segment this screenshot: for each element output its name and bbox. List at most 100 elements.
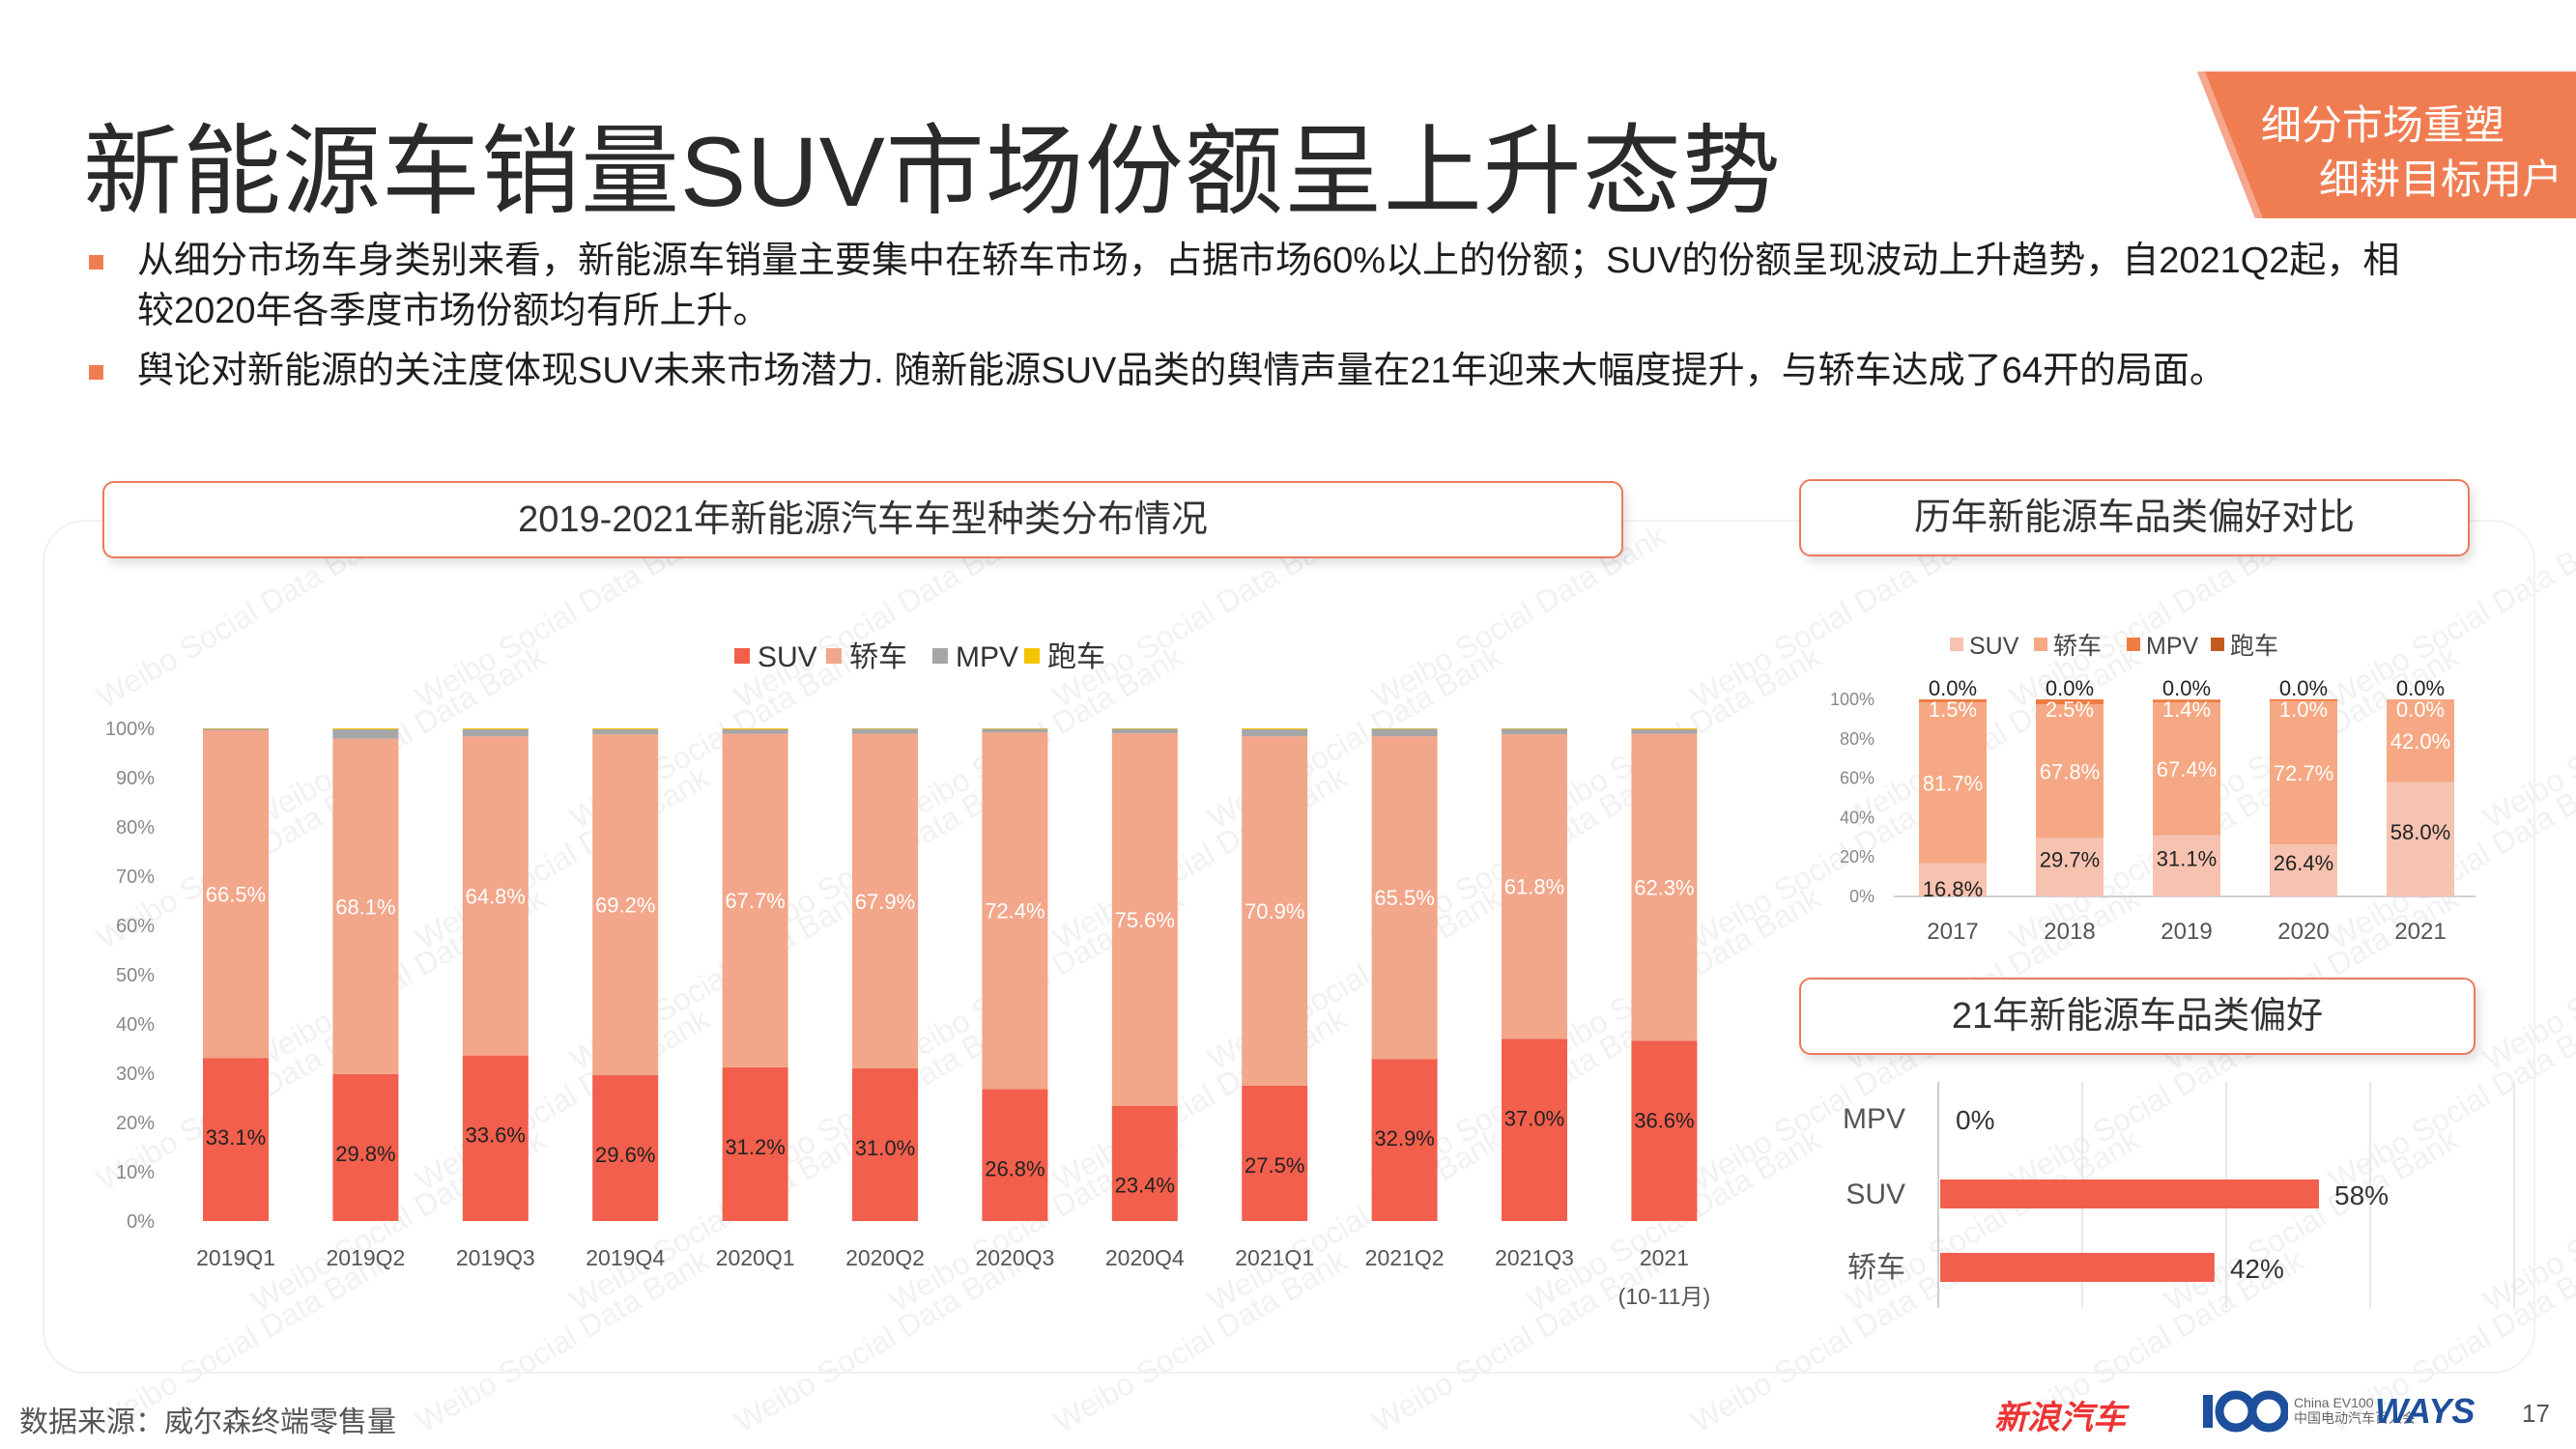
x-tick-label: 2017 xyxy=(1927,919,1978,945)
y-tick-label: 40% xyxy=(1840,808,1875,827)
bar-mpv xyxy=(2153,699,2220,703)
bullet-text: 从细分市场车身类别来看，新能源车销量主要集中在轿车市场，占据市场60%以上的份额… xyxy=(137,241,2400,331)
bar-mpv xyxy=(332,729,399,739)
bar-mpv xyxy=(2270,698,2337,701)
legend-label: MPV xyxy=(2146,633,2199,660)
chart1-title: 2019-2021年新能源汽车车型种类分布情况 xyxy=(102,481,1623,558)
x-tick-label: 2020Q3 xyxy=(975,1245,1054,1270)
legend-swatch-suv xyxy=(734,648,750,664)
x-tick-label: 2019Q4 xyxy=(586,1245,665,1270)
data-label-sports: 0.0% xyxy=(2396,676,2445,700)
bar-sports xyxy=(592,728,659,730)
x-tick-label: 2021 xyxy=(1640,1245,1689,1270)
y-tick-label: 60% xyxy=(1840,769,1875,788)
x-tick-label: 2019 xyxy=(2161,919,2212,945)
bar-sedan xyxy=(1502,734,1567,1039)
bar-mpv xyxy=(1631,729,1698,734)
data-label-suv: 26.8% xyxy=(985,1156,1045,1180)
legend-swatch-mpv xyxy=(2127,638,2140,651)
bar-sports xyxy=(1502,728,1567,729)
data-label-suv: 29.8% xyxy=(335,1142,395,1166)
x-tick-label: 2018 xyxy=(2044,919,2095,945)
bar-suv xyxy=(2387,781,2454,896)
bar-suv xyxy=(2153,835,2220,896)
bar-sedan xyxy=(2036,704,2104,838)
bar-suv xyxy=(1919,863,1987,896)
corner-tag-line1: 细分市场重塑 xyxy=(2261,102,2505,148)
data-label-suv: 37.0% xyxy=(1504,1106,1564,1130)
data-label-sedan: 72.7% xyxy=(2274,761,2333,785)
data-label-suv: 16.8% xyxy=(1923,877,1983,901)
legend-label: SUV xyxy=(1969,633,2019,660)
hbar xyxy=(1940,1179,2319,1208)
bar-mpv xyxy=(1371,728,1438,737)
bar-sports xyxy=(852,728,918,729)
ev100-logo-line1: China EV100 xyxy=(2294,1395,2374,1410)
y-tick-label: 0% xyxy=(127,1211,155,1233)
bar-suv xyxy=(982,1089,1048,1221)
data-label-sedan: 66.5% xyxy=(206,883,266,907)
bar-sports xyxy=(1242,728,1308,730)
corner-tag-shape xyxy=(2197,71,2576,218)
bar-sedan xyxy=(1631,733,1698,1041)
data-label-suv: 23.4% xyxy=(1115,1174,1175,1198)
bar-mpv xyxy=(462,729,529,737)
bar-sedan xyxy=(462,736,529,1056)
page-number: 17 xyxy=(2522,1399,2550,1428)
bar-mpv xyxy=(2036,699,2104,705)
data-label-suv: 36.6% xyxy=(1634,1108,1694,1132)
data-label-suv: 26.4% xyxy=(2274,851,2333,875)
y-tick-label: 60% xyxy=(116,916,155,937)
data-label-sports: 0.0% xyxy=(2046,676,2094,700)
bullet-text: 舆论对新能源的关注度体现SUV未来市场潜力. 随新能源SUV品类的舆情声量在21… xyxy=(137,351,2226,391)
data-label-sedan: 75.6% xyxy=(1115,908,1175,932)
bar-sedan xyxy=(852,733,918,1068)
bullet-square-icon xyxy=(89,255,103,270)
bar-suv xyxy=(1371,1059,1438,1221)
legend-label: 轿车 xyxy=(849,641,907,673)
data-label-suv: 31.2% xyxy=(725,1135,785,1159)
bar-sports xyxy=(203,728,269,729)
category-label: SUV xyxy=(1846,1179,1905,1210)
bar-sedan xyxy=(592,734,659,1076)
data-label-mpv: 1.4% xyxy=(2162,697,2211,722)
x-tick-label: 2019Q2 xyxy=(326,1245,405,1270)
bar-sedan xyxy=(1111,733,1178,1106)
bar-mpv xyxy=(1111,728,1178,734)
category-label: 轿车 xyxy=(1847,1252,1905,1284)
bar-sedan xyxy=(2153,702,2220,836)
data-label-sedan: 67.4% xyxy=(2157,757,2217,781)
y-tick-label: 0% xyxy=(1849,887,1875,906)
data-label-suv: 31.1% xyxy=(2157,846,2217,870)
corner-tag-line2: 细耕目标用户 xyxy=(2319,156,2563,202)
data-label-suv: 29.7% xyxy=(2040,848,2100,872)
bar-sports xyxy=(332,728,399,730)
legend-swatch-mpv xyxy=(932,648,948,664)
data-label-sedan: 67.9% xyxy=(855,890,915,914)
bar-sports xyxy=(722,728,788,730)
bar-suv xyxy=(203,1058,269,1221)
data-label-sedan: 67.8% xyxy=(2040,759,2100,783)
ev100-logo-icon xyxy=(2203,1390,2288,1433)
ev100-logo-line2: 中国电动汽车百人会 xyxy=(2294,1410,2416,1426)
y-tick-label: 20% xyxy=(1840,847,1875,867)
bar-sedan xyxy=(332,738,399,1075)
y-tick-label: 30% xyxy=(116,1064,155,1085)
bullet-item: 舆论对新能源的关注度体现SUV未来市场潜力. 随新能源SUV品类的舆情声量在21… xyxy=(83,346,2402,396)
bar-sports xyxy=(1111,728,1178,729)
legend-label: 轿车 xyxy=(2053,633,2102,660)
legend-label: 跑车 xyxy=(1047,641,1105,673)
hbar-value-label: 58% xyxy=(2334,1180,2389,1210)
x-tick-label: 2021 xyxy=(2394,919,2446,945)
data-label-sedan: 65.5% xyxy=(1374,886,1434,910)
sina-auto-logo: 新浪汽车 xyxy=(1994,1400,2126,1436)
bar-sports xyxy=(1631,728,1698,730)
bar-suv xyxy=(1242,1085,1308,1221)
bar-sedan xyxy=(1242,736,1308,1086)
legend-swatch-suv xyxy=(1950,638,1963,651)
x-tick-label: 2021Q2 xyxy=(1365,1245,1445,1270)
ways-logo: WAYS xyxy=(2375,1391,2476,1431)
bar-sedan xyxy=(1919,702,1987,864)
bar-sports xyxy=(1371,728,1438,729)
logo-bar: 新浪汽车 China EV100 中国电动汽车百人会 WAYS xyxy=(1990,1387,2541,1441)
